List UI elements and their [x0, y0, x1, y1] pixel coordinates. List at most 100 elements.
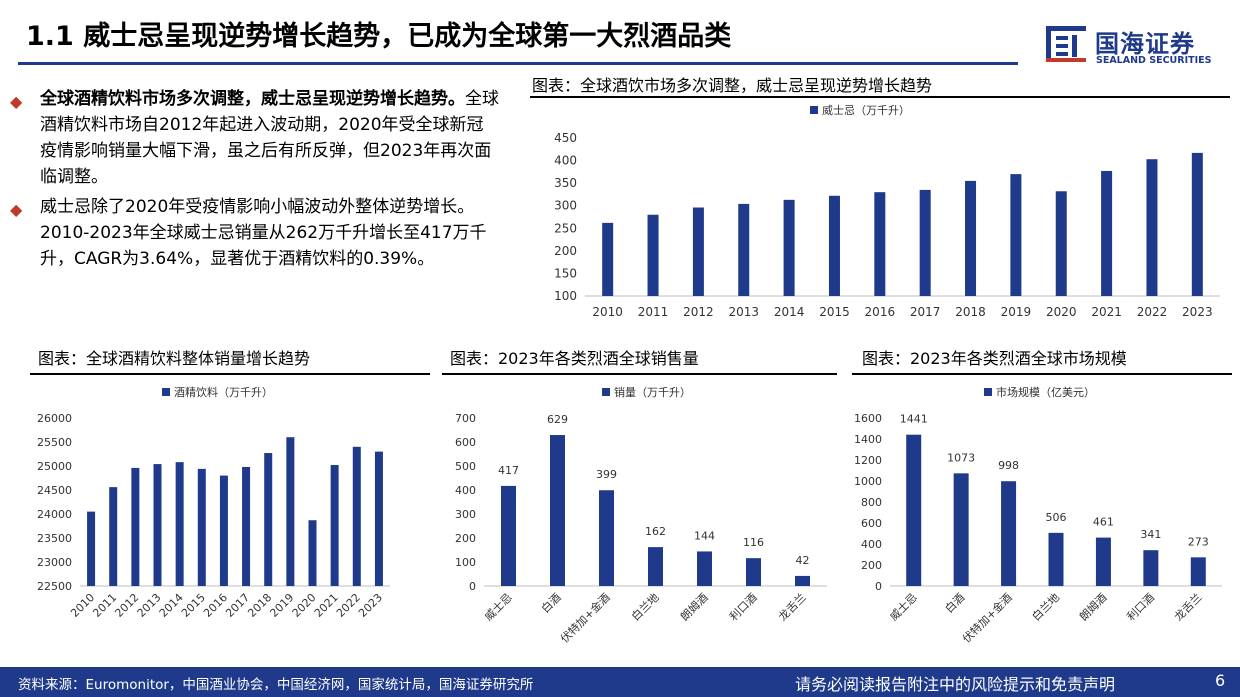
alcohol-chart-title: 图表：全球酒精饮料整体销量增长趋势 — [38, 349, 311, 368]
page-title: 1.1 威士忌呈现逆势增长趋势，已成为全球第一大烈酒品类 — [26, 21, 732, 52]
spirits-market-chart: 市场规模（亿美元） 0 200 400 600 800 1000 1200 1400 1600 14… — [854, 385, 1222, 646]
x-tick-label: 2011 — [638, 305, 669, 319]
bar — [352, 446, 361, 586]
chart-title-divider — [852, 373, 1232, 375]
x-tick-label: 威士忌 — [887, 591, 920, 624]
y-tick-label: 0 — [469, 580, 476, 593]
diamond-bullet-icon: ◆ — [10, 200, 23, 219]
legend-swatch — [602, 388, 610, 396]
bullet-list: ◆ 全球酒精饮料市场多次调整，威士忌呈现逆势增长趋势。全球酒精饮料市场自2012… — [10, 86, 500, 276]
bullet-text: 全球酒精饮料市场自2012年起进入波动期，2020年受全球新冠疫情影响销量大幅下… — [40, 89, 499, 187]
x-tick-label: 龙舌兰 — [776, 591, 809, 624]
bar — [1101, 170, 1113, 296]
chart-title-divider — [442, 373, 837, 375]
bar — [1010, 174, 1022, 296]
y-tick-label: 0 — [875, 580, 882, 593]
y-tick-label: 100 — [554, 289, 577, 303]
bar — [330, 465, 339, 586]
x-tick-label: 2020 — [290, 591, 319, 620]
bullet-item: ◆ 威士忌除了2020年受疫情影响小幅波动外整体逆势增长。2010-2023年全… — [10, 194, 500, 272]
bar — [692, 207, 704, 296]
y-tick-label: 1600 — [854, 412, 882, 425]
bullet-item: ◆ 全球酒精饮料市场多次调整，威士忌呈现逆势增长趋势。全球酒精饮料市场自2012… — [10, 86, 500, 190]
spirits-sales-chart: 销量（万千升） 0 100 200 300 400 500 600 700 417 威士忌 629 白酒… — [455, 385, 827, 646]
y-tick-label: 450 — [554, 131, 577, 145]
bar — [599, 490, 614, 586]
bar — [1095, 537, 1111, 586]
disclaimer: 请务必阅读报告附注中的风险提示和免责声明 — [795, 675, 1116, 694]
x-tick-label: 2021 — [312, 591, 341, 620]
x-tick-label: 白兰地 — [628, 590, 661, 623]
whisky-chart-title: 图表：全球酒饮市场多次调整，威士忌呈现逆势增长趋势 — [532, 76, 933, 95]
bar — [1191, 152, 1203, 296]
data-label: 1441 — [900, 413, 928, 426]
x-tick-label: 2016 — [865, 305, 896, 319]
y-tick-label: 23500 — [37, 532, 72, 545]
y-tick-label: 400 — [554, 154, 577, 168]
y-tick-label: 250 — [554, 221, 577, 235]
bar — [1143, 550, 1159, 586]
bar — [286, 437, 295, 586]
bar — [197, 468, 206, 586]
x-tick-label: 利口酒 — [1124, 591, 1157, 624]
x-tick-label: 2012 — [683, 305, 714, 319]
whisky-volume-chart: 威士忌（万千升） 100 150 200 250 300 350 400 450 2010 2011… — [554, 104, 1220, 319]
bar — [242, 466, 251, 586]
bar — [219, 475, 228, 586]
bar — [308, 520, 317, 586]
bar — [131, 467, 140, 586]
legend-label: 威士忌（万千升） — [822, 104, 910, 117]
data-label: 461 — [1093, 516, 1114, 529]
bar — [746, 558, 761, 586]
bar — [906, 434, 922, 586]
y-tick-label: 100 — [455, 556, 476, 569]
bar — [374, 451, 383, 586]
x-tick-label: 2022 — [1137, 305, 1168, 319]
y-tick-label: 500 — [455, 460, 476, 473]
bar — [648, 547, 663, 586]
x-tick-label: 2023 — [1182, 305, 1213, 319]
legend-swatch — [162, 388, 170, 396]
data-label: 42 — [796, 554, 810, 567]
y-tick-label: 26000 — [37, 412, 72, 425]
x-tick-label: 2013 — [135, 591, 164, 620]
x-tick-label: 2022 — [334, 591, 363, 620]
bar — [550, 435, 565, 586]
company-logo: 国海证券 SEALAND SECURITIES — [1040, 18, 1230, 70]
x-tick-label: 白酒 — [942, 590, 967, 615]
footer-bar: 资料来源：Euromonitor，中国酒业协会，中国经济网，国家统计局，国海证券… — [0, 667, 1240, 697]
bar — [738, 203, 750, 296]
data-label: 417 — [498, 464, 519, 477]
x-tick-label: 2014 — [774, 305, 805, 319]
x-tick-label: 2018 — [955, 305, 986, 319]
x-tick-label: 2023 — [356, 591, 385, 620]
y-tick-label: 400 — [455, 484, 476, 497]
bar — [1048, 532, 1064, 586]
x-tick-label: 2016 — [201, 591, 230, 620]
bar — [697, 551, 712, 586]
y-tick-label: 1400 — [854, 433, 882, 446]
x-tick-label: 伏特加+金酒 — [557, 590, 612, 645]
alcohol-volume-chart: 酒精饮料（万千升） 22500 23000 23500 24000 24500 25000 2… — [37, 385, 390, 620]
sealand-logo-icon — [1046, 26, 1086, 62]
y-tick-label: 24000 — [37, 508, 72, 521]
sales-chart-title: 图表：2023年各类烈酒全球销售量 — [450, 349, 699, 368]
bar — [874, 192, 886, 296]
bar — [828, 195, 840, 296]
data-label: 144 — [694, 529, 715, 542]
bar — [1146, 159, 1158, 296]
data-label: 116 — [743, 536, 764, 549]
bar — [264, 453, 273, 586]
bar — [109, 487, 118, 586]
y-tick-label: 700 — [455, 412, 476, 425]
x-tick-label: 2020 — [1046, 305, 1077, 319]
chart-title-divider — [530, 96, 1230, 98]
x-tick-label: 2010 — [68, 591, 97, 620]
data-label: 162 — [645, 525, 666, 538]
y-tick-label: 300 — [554, 199, 577, 213]
bullet-text: 威士忌除了2020年受疫情影响小幅波动外整体逆势增长。2010-2023年全球威… — [40, 197, 487, 269]
logo-english-name: SEALAND SECURITIES — [1096, 55, 1212, 66]
y-tick-label: 200 — [554, 244, 577, 258]
bar — [1190, 557, 1206, 586]
bar — [175, 462, 184, 586]
